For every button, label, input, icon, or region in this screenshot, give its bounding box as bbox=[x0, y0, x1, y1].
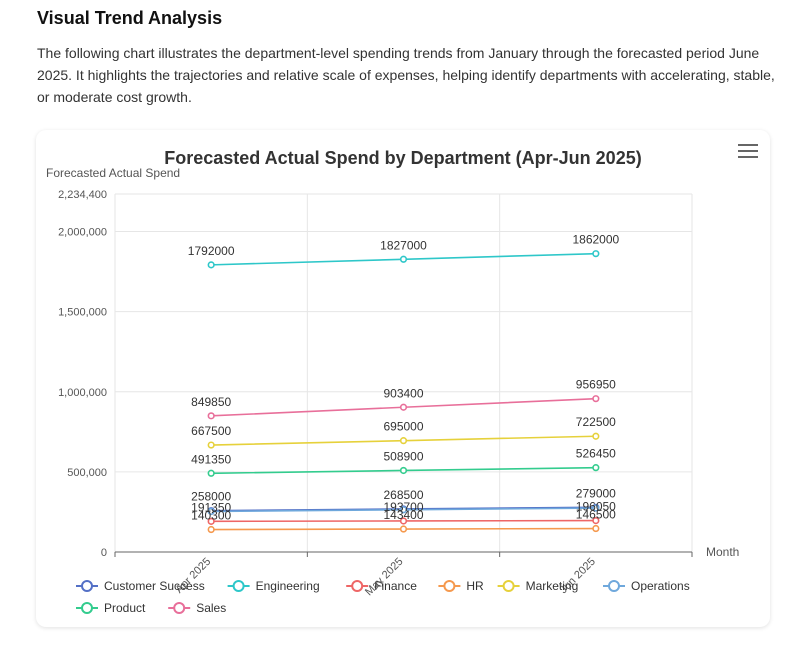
chart-title: Forecasted Actual Spend by Department (A… bbox=[164, 148, 641, 168]
y-tick-label: 1,500,000 bbox=[58, 307, 107, 319]
section-description: The following chart illustrates the depa… bbox=[37, 45, 775, 105]
legend-item[interactable]: Sales bbox=[168, 601, 226, 615]
data-label: 268500 bbox=[383, 488, 423, 502]
data-point[interactable] bbox=[399, 466, 408, 475]
data-label: 146500 bbox=[576, 508, 616, 522]
data-label: 722500 bbox=[576, 415, 616, 429]
data-point[interactable] bbox=[207, 525, 215, 534]
line-chart: Forecasted Actual Spend by Department (A… bbox=[46, 148, 739, 615]
legend-item[interactable]: Engineering bbox=[227, 579, 320, 593]
data-point[interactable] bbox=[592, 504, 600, 512]
legend-label: Customer Success bbox=[104, 579, 205, 593]
y-tick-label: 500,000 bbox=[67, 467, 107, 479]
data-label: 191350 bbox=[191, 500, 231, 514]
data-label: 193700 bbox=[383, 500, 423, 514]
data-point[interactable] bbox=[207, 441, 215, 449]
legend-label: HR bbox=[466, 579, 484, 593]
legend-label: Finance bbox=[374, 579, 417, 593]
legend-item[interactable]: Product bbox=[76, 601, 146, 615]
data-label: 196050 bbox=[576, 500, 616, 514]
y-tick-label: 2,000,000 bbox=[58, 227, 107, 239]
data-label: 667500 bbox=[191, 424, 231, 438]
data-label: 143400 bbox=[383, 508, 423, 522]
data-point[interactable] bbox=[399, 255, 408, 263]
data-point[interactable] bbox=[399, 517, 408, 525]
data-label: 1862000 bbox=[572, 233, 619, 247]
data-label: 903400 bbox=[383, 386, 423, 400]
data-point[interactable] bbox=[399, 403, 408, 411]
y-tick-label: 2,234,400 bbox=[58, 189, 107, 201]
legend-item[interactable]: Operations bbox=[603, 579, 690, 593]
legend-label: Operations bbox=[631, 579, 690, 593]
legend-item[interactable]: HR bbox=[438, 579, 484, 593]
data-label: 695000 bbox=[383, 420, 423, 434]
data-label: 956950 bbox=[576, 378, 616, 392]
chart-card: Forecasted Actual Spend by Department (A… bbox=[36, 130, 770, 627]
data-point[interactable] bbox=[399, 525, 408, 533]
legend: Customer Success Engineering Finance HR Mark… bbox=[76, 579, 690, 615]
legend-item[interactable]: Finance bbox=[346, 579, 417, 593]
legend-marker bbox=[232, 580, 245, 592]
y-tick-label: 0 bbox=[101, 547, 107, 559]
section-title: Visual Trend Analysis bbox=[37, 8, 223, 28]
data-point[interactable] bbox=[207, 412, 215, 420]
data-label: 1827000 bbox=[380, 238, 427, 252]
data-label: 140300 bbox=[191, 509, 231, 523]
data-point[interactable] bbox=[592, 395, 600, 403]
data-point[interactable] bbox=[207, 517, 215, 525]
data-point[interactable] bbox=[592, 432, 600, 440]
data-point[interactable] bbox=[592, 524, 600, 533]
legend-item[interactable]: Customer Success bbox=[76, 579, 205, 593]
data-point[interactable] bbox=[207, 507, 215, 516]
legend-marker bbox=[502, 580, 515, 592]
legend-label: Marketing bbox=[526, 579, 579, 593]
y-tick-label: 1,000,000 bbox=[58, 387, 107, 399]
data-label: 508900 bbox=[383, 449, 423, 463]
x-axis-title: Month bbox=[706, 545, 739, 559]
legend-marker bbox=[173, 602, 186, 614]
data-labels: 258000 268500 279000 1792000 1827000 1862000 1… bbox=[188, 233, 620, 523]
legend-marker bbox=[81, 580, 93, 592]
grid bbox=[114, 193, 693, 552]
legend-marker bbox=[81, 602, 93, 614]
legend-item[interactable]: Marketing bbox=[497, 579, 579, 593]
data-point[interactable] bbox=[399, 506, 408, 514]
data-point[interactable] bbox=[399, 437, 408, 445]
series-lines bbox=[207, 250, 600, 534]
data-point[interactable] bbox=[592, 250, 600, 258]
data-label: 258000 bbox=[191, 490, 231, 504]
legend-label: Engineering bbox=[256, 579, 320, 593]
legend-marker bbox=[443, 580, 456, 592]
data-label: 526450 bbox=[576, 447, 616, 461]
legend-label: Sales bbox=[196, 601, 226, 615]
legend-marker bbox=[351, 580, 364, 592]
data-label: 1792000 bbox=[188, 244, 235, 258]
y-axis-title: Forecasted Actual Spend bbox=[46, 166, 180, 180]
legend-marker bbox=[608, 580, 620, 592]
data-point[interactable] bbox=[592, 516, 600, 525]
data-label: 491350 bbox=[191, 452, 231, 466]
data-point[interactable] bbox=[207, 261, 215, 269]
data-label: 849850 bbox=[191, 395, 231, 409]
data-point[interactable] bbox=[592, 464, 600, 472]
legend-label: Product bbox=[104, 601, 146, 615]
menu-icon[interactable] bbox=[738, 140, 760, 160]
data-point[interactable] bbox=[207, 469, 215, 477]
data-label: 279000 bbox=[576, 486, 616, 500]
